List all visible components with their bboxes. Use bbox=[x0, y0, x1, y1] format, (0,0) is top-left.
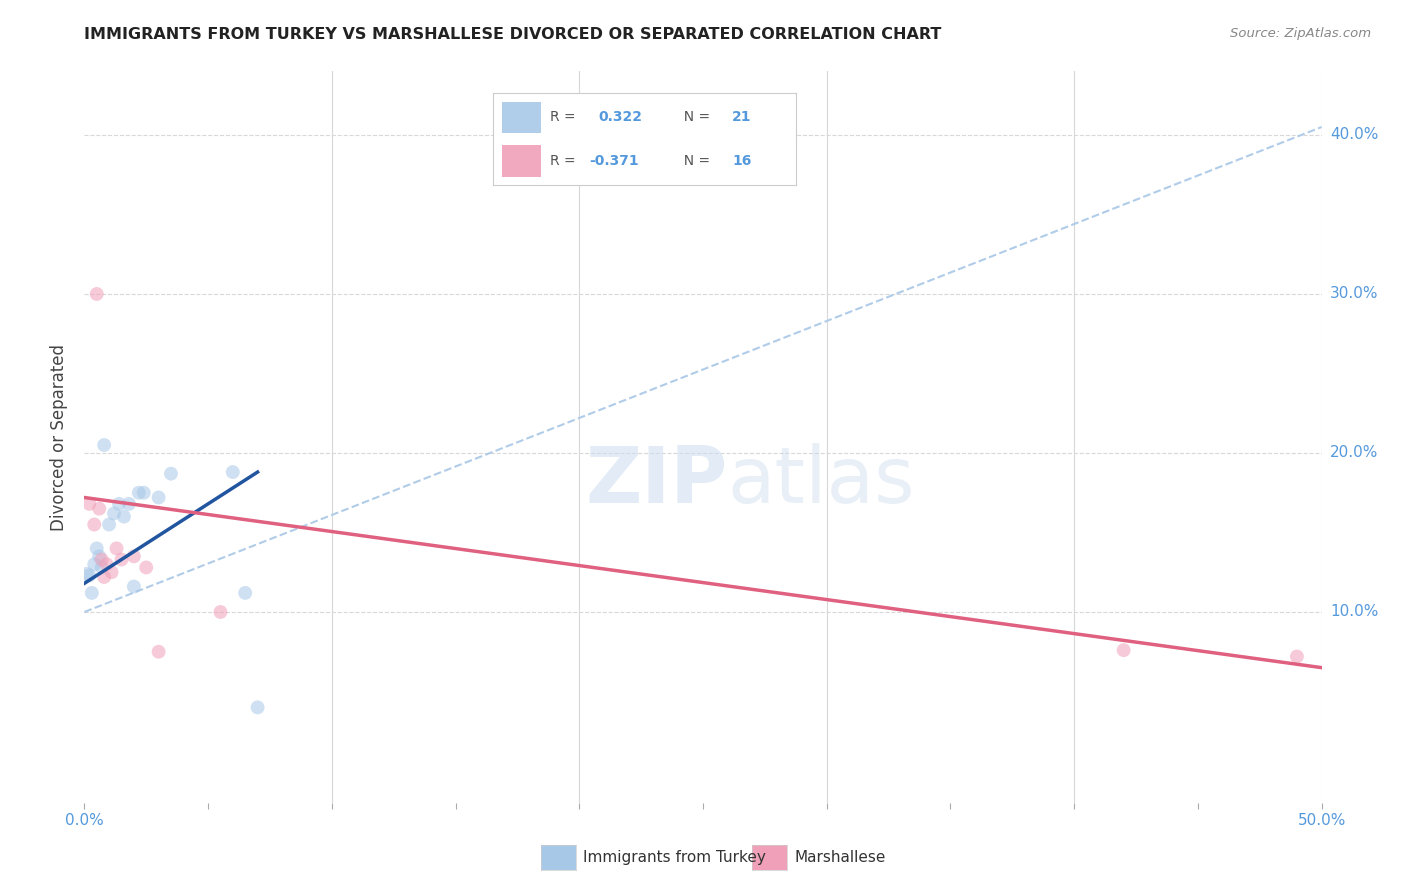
Point bbox=[209, 605, 232, 619]
Point bbox=[122, 549, 145, 564]
Point bbox=[148, 491, 170, 505]
Point bbox=[160, 467, 183, 481]
Point bbox=[128, 485, 150, 500]
Point bbox=[135, 560, 157, 574]
Point bbox=[118, 497, 141, 511]
Point bbox=[103, 507, 125, 521]
Point bbox=[148, 645, 170, 659]
Point bbox=[132, 485, 155, 500]
Text: Immigrants from Turkey: Immigrants from Turkey bbox=[583, 850, 766, 864]
Point bbox=[246, 700, 269, 714]
Point bbox=[108, 497, 131, 511]
Point bbox=[89, 501, 111, 516]
Point bbox=[93, 570, 115, 584]
Point bbox=[79, 497, 101, 511]
Point bbox=[80, 586, 103, 600]
Point bbox=[1112, 643, 1135, 657]
Point bbox=[90, 560, 112, 574]
Point bbox=[98, 517, 121, 532]
Text: 10.0%: 10.0% bbox=[1330, 605, 1378, 619]
Point bbox=[83, 558, 105, 572]
Point bbox=[93, 438, 115, 452]
Point bbox=[222, 465, 245, 479]
Point bbox=[233, 586, 256, 600]
Text: 40.0%: 40.0% bbox=[1330, 128, 1378, 143]
Point bbox=[122, 580, 145, 594]
Point bbox=[76, 566, 98, 581]
Text: Marshallese: Marshallese bbox=[794, 850, 886, 864]
Text: Source: ZipAtlas.com: Source: ZipAtlas.com bbox=[1230, 27, 1371, 40]
Text: IMMIGRANTS FROM TURKEY VS MARSHALLESE DIVORCED OR SEPARATED CORRELATION CHART: IMMIGRANTS FROM TURKEY VS MARSHALLESE DI… bbox=[84, 27, 942, 42]
Point bbox=[96, 558, 118, 572]
Point bbox=[100, 566, 122, 580]
Point bbox=[110, 552, 132, 566]
Point bbox=[1285, 649, 1308, 664]
Point bbox=[83, 517, 105, 532]
Point bbox=[90, 552, 112, 566]
Text: atlas: atlas bbox=[728, 443, 915, 519]
Point bbox=[86, 541, 108, 556]
Text: 20.0%: 20.0% bbox=[1330, 445, 1378, 460]
Text: ZIP: ZIP bbox=[585, 443, 728, 519]
Text: 30.0%: 30.0% bbox=[1330, 286, 1378, 301]
Point bbox=[112, 509, 135, 524]
Point bbox=[79, 568, 101, 582]
Point bbox=[89, 549, 111, 564]
Y-axis label: Divorced or Separated: Divorced or Separated bbox=[51, 343, 69, 531]
Point bbox=[105, 541, 128, 556]
Point bbox=[86, 287, 108, 301]
